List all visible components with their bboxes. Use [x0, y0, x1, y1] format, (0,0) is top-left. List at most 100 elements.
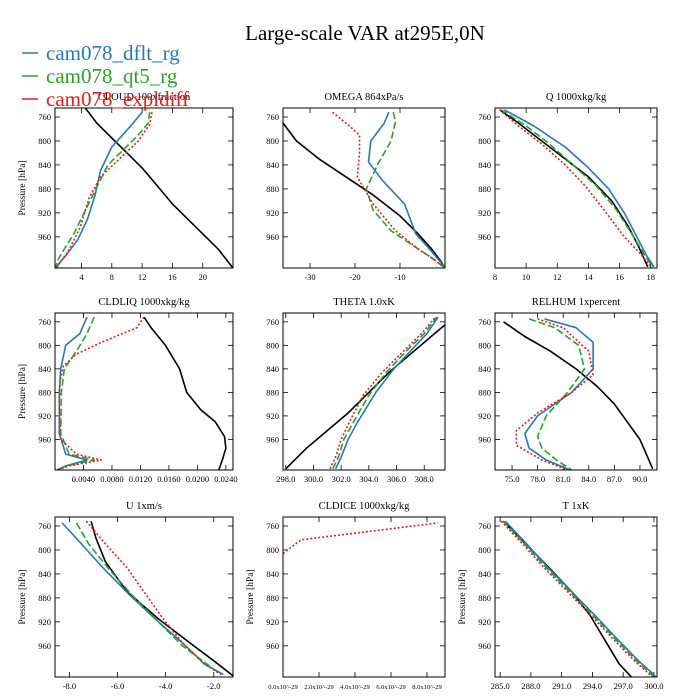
series-line-cam078_dflt_rg [334, 316, 439, 470]
x-tick-label: 297.0 [614, 681, 633, 691]
panel-title: U 1xm/s [126, 501, 162, 512]
x-tick-label: 18 [647, 272, 656, 282]
panel-title: Q 1000xkg/kg [546, 92, 607, 103]
y-tick-label: 880 [478, 593, 491, 603]
series-line-cam078_qt5_rg [332, 316, 438, 470]
series-line-cam078_dflt_rg [503, 109, 655, 268]
y-tick-label: 840 [478, 569, 491, 579]
y-tick-label: 800 [38, 545, 51, 555]
panel-5: THETA 1.0xK 760 800 840 880 920 960 298.0 300.0 3… [266, 297, 446, 484]
y-tick-label: 960 [266, 434, 279, 444]
y-tick-label: 960 [266, 232, 279, 242]
y-tick-label: 800 [266, 545, 279, 555]
y-tick-label: 840 [38, 364, 51, 374]
y-tick-label: 880 [266, 184, 279, 194]
y-tick-label: 840 [266, 569, 279, 579]
x-tick-label: 4.0x10^-29 [340, 684, 370, 691]
y-tick-label: 760 [38, 317, 51, 327]
panel-6: RELHUM 1xpercent 760 800 840 880 920 960 75.0 78… [478, 297, 658, 484]
x-tick-label: 0.0240 [214, 474, 237, 484]
y-tick-label: 840 [38, 569, 51, 579]
panel-title: T 1xK [563, 501, 590, 512]
y-tick-label: 880 [266, 387, 279, 397]
series-line-cam078_dflt_rg [504, 520, 657, 677]
series-line-cam078_dflt_rg [61, 522, 224, 676]
x-tick-label: 298.0 [276, 474, 295, 484]
x-tick-label: 306.0 [387, 474, 406, 484]
legend: cam078_dflt_rgcam078_qt5_rgcam078_expldi… [22, 41, 189, 111]
panel-title: CLOUD 100xfraction [98, 92, 191, 103]
series-line-cam078_expldiff [499, 109, 652, 268]
x-tick-label: 2.0x10^-29 [304, 684, 334, 691]
x-tick-label: 285.0 [491, 681, 510, 691]
y-tick-label: 960 [478, 232, 491, 242]
panel-8: CLDICE 1000xkg/kg Pressure [hPa] 760 800 840… [246, 501, 446, 691]
y-axis-label: Pressure [hPa] [18, 569, 28, 624]
x-tick-label: 0.0200 [186, 474, 209, 484]
y-axis-label: Pressure [hPa] [458, 569, 468, 624]
x-tick-label: 4 [79, 272, 84, 282]
x-tick-label: 90.0 [633, 474, 648, 484]
panel-title: CLDLIQ 1000xkg/kg [98, 297, 190, 308]
y-tick-label: 880 [38, 184, 51, 194]
x-tick-label: 10 [522, 272, 531, 282]
plot-frame [494, 312, 658, 471]
y-tick-label: 840 [478, 364, 491, 374]
series-line-cam078_expldiff [55, 112, 153, 268]
y-tick-label: 920 [478, 208, 491, 218]
x-tick-label: 288.0 [521, 681, 540, 691]
x-tick-label: 0.0120 [129, 474, 152, 484]
y-tick-label: 960 [38, 232, 51, 242]
x-tick-label: 300.0 [644, 681, 663, 691]
y-tick-label: 920 [478, 617, 491, 627]
panel-4: CLDLIQ 1000xkg/kg Pressure [hPa] 760 800 840… [18, 297, 238, 484]
plot-frame [54, 516, 234, 678]
y-tick-label: 840 [266, 364, 279, 374]
panel-9: T 1xK Pressure [hPa] 760 800 840 880 920 960 285… [458, 501, 663, 691]
series-line-cam078_expldiff [515, 318, 594, 470]
y-tick-label: 960 [38, 641, 51, 651]
x-tick-label: 0.0160 [157, 474, 180, 484]
y-tick-label: 760 [478, 112, 491, 122]
y-tick-label: 760 [38, 521, 51, 531]
series-line-cam078_qt5_rg [56, 316, 95, 470]
y-tick-label: 920 [266, 617, 279, 627]
y-tick-label: 800 [266, 136, 279, 146]
series-line-cam078_dflt_rg [524, 318, 594, 470]
y-tick-label: 920 [38, 208, 51, 218]
y-tick-label: 880 [478, 184, 491, 194]
panel-title: CLDICE 1000xkg/kg [319, 501, 410, 512]
panel-title: RELHUM 1xpercent [532, 297, 620, 308]
x-tick-label: 291.0 [552, 681, 571, 691]
x-tick-label: 0.0x10^-29 [268, 684, 298, 691]
x-tick-label: 14 [584, 272, 593, 282]
x-tick-label: 6.0x10^-29 [376, 684, 406, 691]
x-tick-label: 16 [615, 272, 624, 282]
y-tick-label: 760 [478, 521, 491, 531]
series-line-cam078_dflt_rg [367, 111, 445, 268]
series-line-cam078_qt5_rg [55, 112, 151, 268]
y-tick-label: 960 [38, 434, 51, 444]
plot-frame [282, 312, 446, 471]
series-line-cam078_expldiff [332, 111, 445, 268]
series-line-black [283, 122, 445, 268]
series-line-cam078_expldiff [57, 316, 145, 470]
series-line-black [285, 324, 445, 470]
y-tick-label: 920 [38, 617, 51, 627]
y-tick-label: 880 [478, 387, 491, 397]
panel-title: OMEGA 864xPa/s [324, 92, 403, 103]
y-tick-label: 800 [478, 136, 491, 146]
y-tick-label: 800 [38, 340, 51, 350]
y-tick-label: 920 [478, 411, 491, 421]
figure-title: Large-scale VAR at295E,0N [245, 21, 485, 45]
x-tick-label: 304.0 [359, 474, 378, 484]
x-tick-label: 84.0 [581, 474, 596, 484]
x-tick-label: -20 [349, 272, 360, 282]
series-line-cam078_expldiff [85, 520, 222, 676]
plot-frame [54, 312, 234, 471]
x-tick-label: -8.0 [63, 681, 76, 691]
y-tick-label: 880 [38, 387, 51, 397]
series-line-cam078_expldiff [283, 522, 438, 555]
